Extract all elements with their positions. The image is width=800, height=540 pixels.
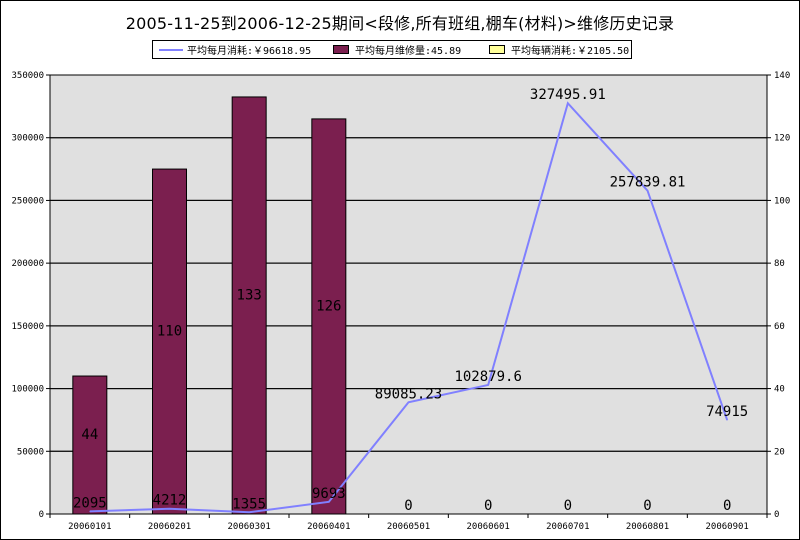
- y-right-tick-label: 120: [774, 134, 790, 144]
- x-tick-label-20060901: 20060901: [705, 522, 748, 532]
- legend-label-avg-monthly-cost: 平均每月消耗:￥96618.95: [187, 46, 312, 57]
- line-point-20060801: [647, 190, 648, 192]
- x-tick-label-20060201: 20060201: [148, 522, 191, 532]
- bar-label-20060301: 133: [237, 287, 262, 303]
- bar-label-20060201: 110: [157, 324, 182, 340]
- line-label-20060501: 89085.23: [375, 386, 442, 402]
- x-tick-label-20060701: 20060701: [546, 522, 589, 532]
- x-tick-label-20060101: 20060101: [68, 522, 111, 532]
- y-right-tick-label: 60: [774, 322, 785, 332]
- line-point-20060201: [169, 508, 170, 510]
- y-left-tick-label: 200000: [11, 259, 44, 269]
- y-left-tick-label: 150000: [11, 322, 44, 332]
- line-label-20060601: 102879.6: [454, 369, 521, 385]
- x-tick-label-20060801: 20060801: [626, 522, 669, 532]
- line-label-20060801: 257839.81: [610, 175, 686, 191]
- legend-bar-swatch: [333, 45, 349, 54]
- line-point-20060901: [726, 419, 728, 421]
- y-left-tick-label: 350000: [11, 71, 44, 81]
- line-label-20060301: 1355: [232, 496, 266, 512]
- y-left-tick-label: 0: [39, 510, 44, 520]
- line-point-20060401: [328, 501, 330, 503]
- line-point-20060501: [408, 401, 409, 403]
- legend-yellow-swatch: [489, 45, 505, 54]
- x-tick-label-20060301: 20060301: [227, 522, 270, 532]
- line-point-20060601: [487, 384, 489, 386]
- bar-20060401: [311, 118, 347, 515]
- line-point-20060301: [248, 511, 250, 513]
- bar-label-20060101: 44: [81, 427, 98, 443]
- x-tick-label-20060501: 20060501: [387, 522, 430, 532]
- chart-legend: 平均每月消耗:￥96618.95 平均每月维修量:45.89 平均每辆消耗:￥2…: [152, 40, 632, 59]
- legend-label-avg-monthly-repairs: 平均每月维修量:45.89: [355, 46, 462, 57]
- line-label-20060901: 74915: [706, 404, 748, 420]
- line-label-20060701: 327495.91: [530, 87, 606, 103]
- bar-label-20060901: 0: [723, 498, 731, 514]
- legend-item-avg-cost-per-car: 平均每辆消耗:￥2105.50: [489, 42, 629, 57]
- chart-title: 2005-11-25到2006-12-25期间<段修,所有班组,棚车(材料)>维…: [125, 14, 675, 33]
- y-left-tick-label: 250000: [11, 196, 44, 206]
- y-right-tick-label: 20: [774, 447, 785, 457]
- bar-20060101: [72, 375, 108, 515]
- y-right-tick-label: 80: [774, 259, 785, 269]
- legend-label-avg-cost-per-car: 平均每辆消耗:￥2105.50: [511, 46, 630, 57]
- line-label-20060201: 4212: [153, 493, 187, 509]
- line-label-20060101: 2095: [73, 495, 107, 511]
- y-left-tick-label: 50000: [17, 447, 44, 457]
- line-point-20060101: [89, 510, 91, 512]
- legend-item-avg-monthly-cost: 平均每月消耗:￥96618.95: [159, 42, 311, 57]
- bar-label-20060501: 0: [404, 498, 412, 514]
- y-left-tick-label: 100000: [11, 385, 44, 395]
- y-left-tick-label: 300000: [11, 134, 44, 144]
- bar-label-20060401: 126: [316, 298, 341, 314]
- bar-20060301: [231, 96, 267, 515]
- legend-line-swatch: [159, 48, 183, 51]
- line-point-20060701: [567, 102, 569, 104]
- x-tick-label-20060601: 20060601: [466, 522, 509, 532]
- legend-item-avg-monthly-repairs: 平均每月维修量:45.89: [333, 42, 461, 57]
- bar-label-20060701: 0: [564, 498, 572, 514]
- y-right-tick-label: 0: [774, 510, 779, 520]
- y-right-tick-label: 140: [774, 71, 790, 81]
- bar-label-20060601: 0: [484, 498, 492, 514]
- bar-label-20060801: 0: [643, 498, 651, 514]
- x-tick-label-20060401: 20060401: [307, 522, 350, 532]
- bar-20060201: [152, 168, 187, 515]
- y-right-tick-label: 40: [774, 385, 785, 395]
- y-right-tick-label: 100: [774, 196, 790, 206]
- line-label-20060401: 9693: [312, 486, 346, 502]
